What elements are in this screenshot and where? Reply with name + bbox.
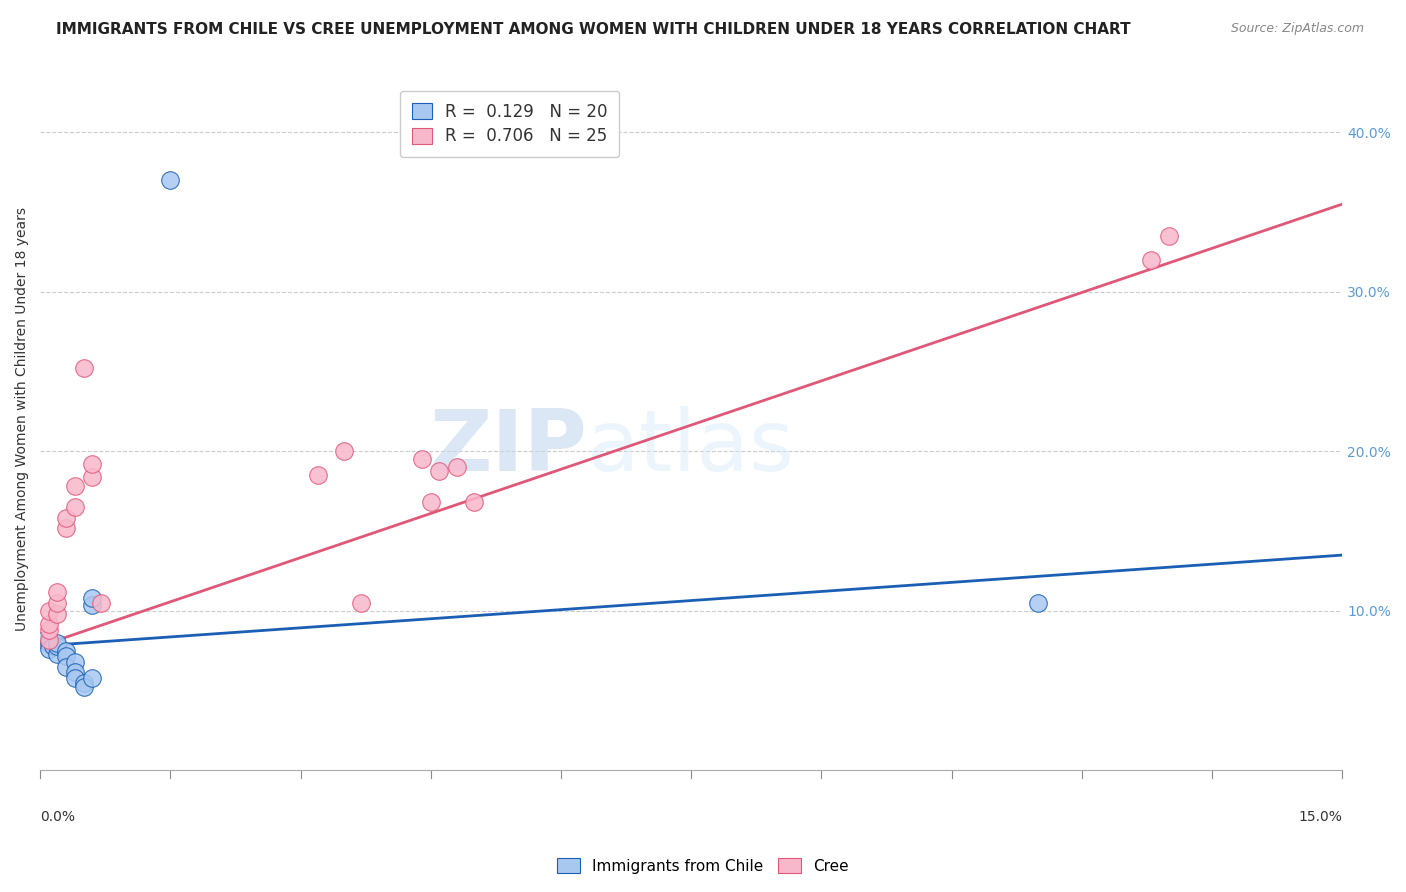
- Point: [55, 648, 77, 663]
- Point: [46, 596, 69, 610]
- Text: 15.0%: 15.0%: [1298, 810, 1343, 824]
- Point: [46, 584, 69, 599]
- Point: [46, 636, 69, 650]
- Point: [159, 173, 181, 187]
- Point: [72, 681, 94, 695]
- Point: [411, 452, 433, 467]
- Point: [63, 671, 86, 685]
- Point: [63, 655, 86, 669]
- Point: [38, 616, 60, 631]
- Point: [55, 511, 77, 525]
- Point: [42, 639, 65, 653]
- Point: [82, 598, 104, 612]
- Point: [307, 468, 329, 483]
- Point: [350, 596, 373, 610]
- Point: [419, 495, 441, 509]
- Point: [446, 460, 468, 475]
- Point: [463, 495, 485, 509]
- Point: [63, 500, 86, 515]
- Text: ZIP: ZIP: [429, 406, 588, 489]
- Point: [55, 659, 77, 673]
- Point: [38, 604, 60, 618]
- Point: [46, 607, 69, 621]
- Point: [63, 665, 86, 679]
- Point: [72, 675, 94, 690]
- Point: [1157, 229, 1180, 244]
- Text: 0.0%: 0.0%: [41, 810, 75, 824]
- Point: [55, 644, 77, 658]
- Point: [63, 479, 86, 493]
- Point: [38, 636, 60, 650]
- Text: Source: ZipAtlas.com: Source: ZipAtlas.com: [1230, 22, 1364, 36]
- Point: [55, 521, 77, 535]
- Point: [38, 632, 60, 647]
- Text: atlas: atlas: [588, 406, 794, 489]
- Point: [72, 361, 94, 376]
- Point: [333, 444, 356, 458]
- Point: [429, 464, 451, 478]
- Point: [46, 647, 69, 661]
- Point: [90, 596, 112, 610]
- Point: [38, 623, 60, 637]
- Point: [1028, 596, 1050, 610]
- Point: [46, 639, 69, 653]
- Y-axis label: Unemployment Among Women with Children Under 18 years: Unemployment Among Women with Children U…: [15, 208, 30, 632]
- Text: IMMIGRANTS FROM CHILE VS CREE UNEMPLOYMENT AMONG WOMEN WITH CHILDREN UNDER 18 YE: IMMIGRANTS FROM CHILE VS CREE UNEMPLOYME…: [56, 22, 1130, 37]
- Legend: Immigrants from Chile, Cree: Immigrants from Chile, Cree: [551, 852, 855, 880]
- Point: [34, 632, 56, 647]
- Point: [82, 591, 104, 606]
- Point: [82, 671, 104, 685]
- Point: [1140, 252, 1163, 267]
- Point: [38, 642, 60, 657]
- Point: [82, 470, 104, 484]
- Point: [82, 457, 104, 471]
- Legend: R =  0.129   N = 20, R =  0.706   N = 25: R = 0.129 N = 20, R = 0.706 N = 25: [401, 91, 619, 157]
